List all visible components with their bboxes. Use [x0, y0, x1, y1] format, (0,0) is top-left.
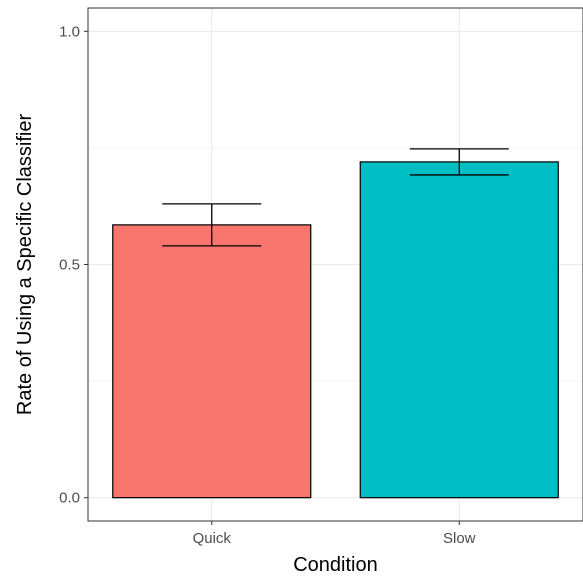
x-tick-label: Quick: [193, 530, 232, 547]
y-tick-label: 0.0: [59, 490, 80, 507]
x-axis-title: Condition: [293, 554, 378, 576]
y-tick-label: 0.5: [59, 257, 80, 274]
bar-quick: [112, 224, 312, 499]
error-bar-quick: [162, 203, 262, 247]
bar-slow: [359, 161, 559, 499]
y-tick-label: 1.0: [59, 23, 80, 40]
x-tick-label: Slow: [443, 530, 476, 547]
y-axis-title: Rate of Using a Specific Classifier: [14, 114, 36, 416]
error-bar-slow: [409, 148, 509, 176]
error-bars-layer: [162, 148, 509, 247]
axis-layer: 0.0 0.5 1.0 Quick Slow: [59, 23, 476, 547]
bars-layer: [112, 161, 559, 499]
